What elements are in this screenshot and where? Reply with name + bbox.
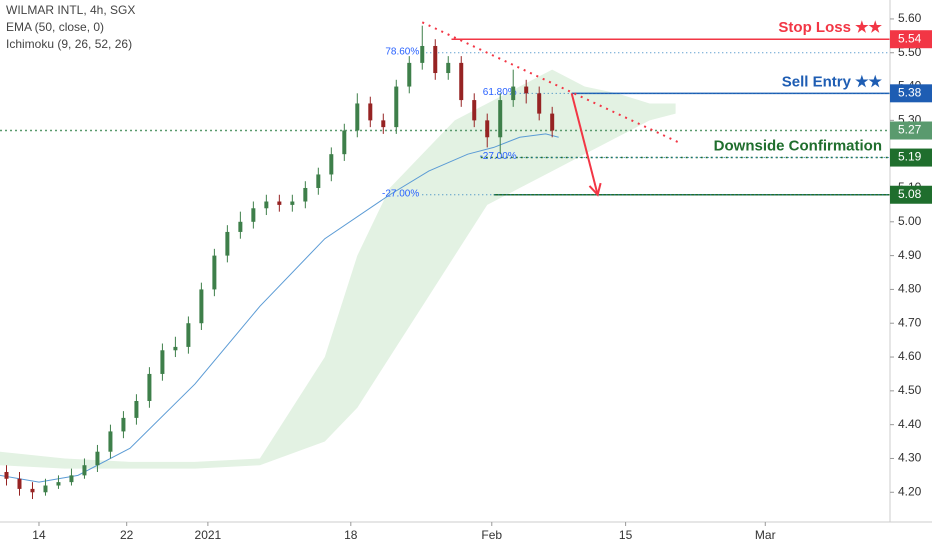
candle-body (459, 62, 464, 101)
y-tick-label: 4.60 (898, 349, 922, 363)
indicator-label: EMA (50, close, 0) (6, 20, 104, 34)
level-annotation: Stop Loss ★★ (778, 19, 882, 36)
trendline (421, 21, 683, 145)
candle-body (381, 120, 386, 128)
candle-body (368, 103, 373, 121)
candle-body (420, 45, 425, 63)
price-badge-label: 5.27 (898, 123, 922, 137)
indicator-label: Ichimoku (9, 26, 52, 26) (6, 37, 132, 51)
price-badge (890, 185, 932, 204)
candle-body (17, 478, 22, 489)
candle-body (407, 62, 412, 87)
arrow-head (588, 182, 602, 197)
candle-body (498, 100, 503, 138)
candle-body (329, 154, 334, 175)
candle-body (43, 485, 48, 493)
candle-body (95, 451, 100, 466)
price-badge-label: 5.54 (898, 31, 922, 45)
candle-body (472, 100, 477, 121)
ema-line (0, 133, 559, 483)
candle-body (212, 255, 217, 290)
candle-body (485, 120, 490, 138)
price-badge (890, 30, 932, 49)
candle-body (173, 346, 178, 351)
candle-body (290, 201, 295, 205)
price-badge (890, 84, 932, 103)
y-tick-label: 5.00 (898, 214, 922, 228)
price-badge (890, 121, 932, 140)
y-tick-label: 4.30 (898, 451, 922, 465)
candle-body (56, 482, 61, 486)
candle-body (108, 431, 113, 452)
x-tick-label: 22 (120, 528, 134, 542)
level-annotation: Downside Confirmation (714, 138, 882, 155)
x-tick-label: 14 (32, 528, 46, 542)
candle-body (537, 93, 542, 114)
x-tick-label: 18 (344, 528, 358, 542)
candle-body (303, 187, 308, 202)
y-tick-label: 4.20 (898, 484, 922, 498)
y-tick-label: 5.60 (898, 11, 922, 25)
candle-body (225, 231, 230, 256)
candle-body (264, 201, 269, 209)
ichimoku-cloud (0, 69, 676, 469)
fib-label: -27.00% (382, 188, 419, 199)
candle-body (394, 86, 399, 128)
price-badge-label: 5.19 (898, 150, 922, 164)
arrow (570, 93, 599, 195)
y-tick-label: 4.50 (898, 383, 922, 397)
candle-body (121, 417, 126, 432)
candle-body (30, 488, 35, 493)
candle-body (134, 400, 139, 418)
fib-label: -27.00% (479, 151, 516, 162)
y-tick-label: 4.80 (898, 282, 922, 296)
x-tick-label: 2021 (195, 528, 222, 542)
candle-body (342, 130, 347, 155)
candle-body (160, 350, 165, 374)
x-tick-label: 15 (619, 528, 633, 542)
candle-body (82, 465, 87, 476)
x-tick-label: Mar (755, 528, 776, 542)
candle-body (147, 373, 152, 401)
chart-title: WILMAR INTL, 4h, SGX (6, 3, 135, 17)
y-tick-label: 4.90 (898, 248, 922, 262)
candle-body (251, 208, 256, 222)
fib-label: 78.60% (385, 46, 419, 57)
candle-body (238, 221, 243, 232)
candle-body (199, 289, 204, 324)
candle-body (186, 323, 191, 347)
candle-body (511, 86, 516, 101)
candle-body (433, 45, 438, 74)
x-tick-label: Feb (481, 528, 502, 542)
price-badge (890, 148, 932, 167)
candle-body (446, 62, 451, 74)
y-tick-label: 4.70 (898, 315, 922, 329)
candle-body (4, 471, 9, 479)
y-tick-label: 4.40 (898, 417, 922, 431)
candle-body (524, 86, 529, 94)
candle-body (277, 201, 282, 205)
fib-label: 61.80% (483, 87, 517, 98)
plot-area: 78.60% 61.80% -27.00% -27.00% Stop Loss ★★ Se… (0, 19, 890, 500)
y-tick-label: 5.50 (898, 45, 922, 59)
price-badge-label: 5.38 (898, 85, 922, 99)
candle-body (550, 113, 555, 131)
price-badge-label: 5.08 (898, 187, 922, 201)
level-annotation: Sell Entry ★★ (782, 73, 883, 90)
candle-body (355, 103, 360, 131)
candle-body (316, 174, 321, 188)
candle-body (69, 475, 74, 483)
